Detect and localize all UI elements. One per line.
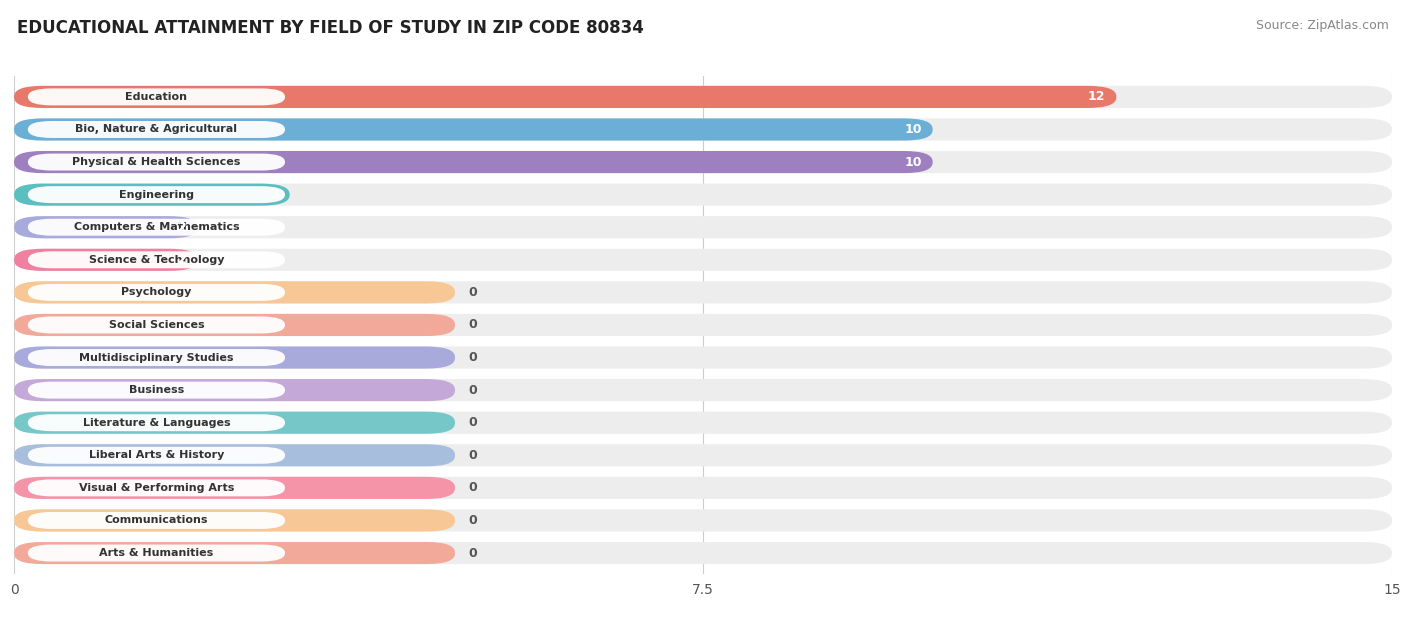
Text: 3: 3 — [270, 188, 278, 201]
FancyBboxPatch shape — [14, 346, 1392, 369]
Text: Engineering: Engineering — [120, 190, 194, 199]
Text: 0: 0 — [468, 384, 478, 397]
FancyBboxPatch shape — [28, 512, 285, 529]
Text: Communications: Communications — [104, 516, 208, 526]
Text: Computers & Mathematics: Computers & Mathematics — [73, 222, 239, 232]
FancyBboxPatch shape — [28, 447, 285, 464]
Text: 0: 0 — [468, 449, 478, 462]
FancyBboxPatch shape — [14, 314, 1392, 336]
Text: 2: 2 — [179, 253, 187, 266]
FancyBboxPatch shape — [14, 444, 456, 466]
FancyBboxPatch shape — [28, 186, 285, 203]
Text: 2: 2 — [179, 221, 187, 233]
FancyBboxPatch shape — [14, 86, 1116, 108]
FancyBboxPatch shape — [28, 251, 285, 268]
FancyBboxPatch shape — [14, 119, 932, 141]
FancyBboxPatch shape — [14, 184, 290, 206]
FancyBboxPatch shape — [28, 349, 285, 366]
FancyBboxPatch shape — [14, 249, 1392, 271]
Text: Education: Education — [125, 92, 187, 102]
FancyBboxPatch shape — [28, 382, 285, 399]
FancyBboxPatch shape — [14, 184, 1392, 206]
FancyBboxPatch shape — [14, 509, 1392, 531]
Text: 0: 0 — [468, 514, 478, 527]
Text: Bio, Nature & Agricultural: Bio, Nature & Agricultural — [76, 124, 238, 134]
FancyBboxPatch shape — [14, 281, 456, 304]
FancyBboxPatch shape — [14, 86, 1392, 108]
FancyBboxPatch shape — [28, 545, 285, 562]
Text: Source: ZipAtlas.com: Source: ZipAtlas.com — [1256, 19, 1389, 32]
FancyBboxPatch shape — [14, 249, 198, 271]
Text: 0: 0 — [468, 481, 478, 494]
FancyBboxPatch shape — [14, 477, 1392, 499]
FancyBboxPatch shape — [14, 542, 1392, 564]
FancyBboxPatch shape — [14, 216, 198, 239]
FancyBboxPatch shape — [28, 219, 285, 236]
Text: Science & Technology: Science & Technology — [89, 255, 224, 265]
Text: Multidisciplinary Studies: Multidisciplinary Studies — [79, 353, 233, 363]
FancyBboxPatch shape — [14, 477, 456, 499]
Text: Physical & Health Sciences: Physical & Health Sciences — [72, 157, 240, 167]
Text: Liberal Arts & History: Liberal Arts & History — [89, 451, 224, 460]
Text: 10: 10 — [904, 156, 921, 168]
FancyBboxPatch shape — [28, 121, 285, 138]
FancyBboxPatch shape — [14, 411, 456, 433]
Text: Psychology: Psychology — [121, 287, 191, 297]
FancyBboxPatch shape — [14, 119, 1392, 141]
Text: Arts & Humanities: Arts & Humanities — [100, 548, 214, 558]
FancyBboxPatch shape — [14, 379, 456, 401]
FancyBboxPatch shape — [28, 317, 285, 333]
Text: 0: 0 — [468, 351, 478, 364]
Text: Literature & Languages: Literature & Languages — [83, 418, 231, 428]
FancyBboxPatch shape — [14, 281, 1392, 304]
Text: 0: 0 — [468, 319, 478, 331]
FancyBboxPatch shape — [28, 88, 285, 105]
Text: EDUCATIONAL ATTAINMENT BY FIELD OF STUDY IN ZIP CODE 80834: EDUCATIONAL ATTAINMENT BY FIELD OF STUDY… — [17, 19, 644, 37]
Text: 0: 0 — [468, 416, 478, 429]
FancyBboxPatch shape — [14, 444, 1392, 466]
Text: Visual & Performing Arts: Visual & Performing Arts — [79, 483, 235, 493]
FancyBboxPatch shape — [28, 284, 285, 301]
FancyBboxPatch shape — [28, 414, 285, 431]
FancyBboxPatch shape — [14, 379, 1392, 401]
FancyBboxPatch shape — [14, 509, 456, 531]
FancyBboxPatch shape — [28, 153, 285, 170]
FancyBboxPatch shape — [14, 314, 456, 336]
FancyBboxPatch shape — [14, 346, 456, 369]
FancyBboxPatch shape — [28, 480, 285, 497]
Text: 10: 10 — [904, 123, 921, 136]
Text: 12: 12 — [1088, 90, 1105, 103]
FancyBboxPatch shape — [14, 151, 932, 173]
Text: 0: 0 — [468, 546, 478, 560]
Text: Business: Business — [129, 385, 184, 395]
FancyBboxPatch shape — [14, 216, 1392, 239]
FancyBboxPatch shape — [14, 151, 1392, 173]
FancyBboxPatch shape — [14, 411, 1392, 433]
Text: Social Sciences: Social Sciences — [108, 320, 204, 330]
Text: 0: 0 — [468, 286, 478, 299]
FancyBboxPatch shape — [14, 542, 456, 564]
